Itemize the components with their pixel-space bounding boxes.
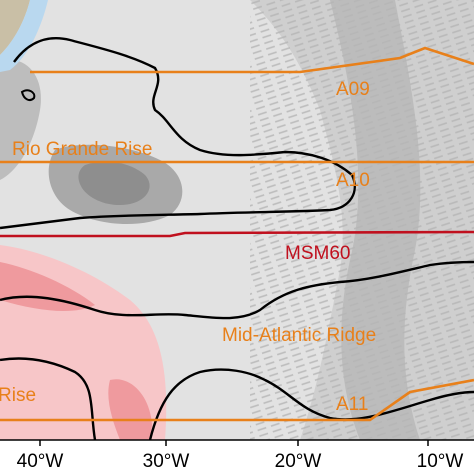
bathymetry-rio-grande-rise-core bbox=[78, 161, 150, 206]
tick-label-20w: 20°W bbox=[275, 451, 322, 472]
tick-label-10w: 10°W bbox=[417, 451, 464, 472]
section-a11-line bbox=[0, 378, 474, 422]
contour-island bbox=[20, 89, 36, 101]
label-a11: A11 bbox=[336, 394, 368, 415]
bathymetry-western-slope bbox=[0, 59, 41, 180]
contour-line-middle bbox=[0, 260, 474, 320]
label-a10: A10 bbox=[336, 170, 370, 191]
anomaly-pink-strong-2 bbox=[108, 379, 152, 440]
tick-label-30w: 30°W bbox=[143, 451, 190, 472]
label-rise-partial: Rise bbox=[0, 385, 36, 406]
section-a09-line bbox=[30, 46, 474, 74]
label-mid-atlantic-ridge: Mid-Atlantic Ridge bbox=[222, 325, 376, 346]
label-msm60: MSM60 bbox=[285, 243, 350, 264]
coastal-shelf bbox=[0, 0, 48, 72]
section-msm60-line bbox=[0, 230, 474, 238]
bathymetry-ridge-axis bbox=[330, 0, 421, 440]
label-a09: A09 bbox=[336, 79, 370, 100]
contour-line-north bbox=[0, 37, 356, 230]
anomaly-pink-strong bbox=[0, 262, 95, 312]
tick-label-40w: 40°W bbox=[17, 451, 64, 472]
label-rio-grande-rise: Rio Grande Rise bbox=[12, 139, 152, 160]
land-south-america bbox=[0, 0, 30, 55]
contour-line-south bbox=[0, 357, 474, 440]
